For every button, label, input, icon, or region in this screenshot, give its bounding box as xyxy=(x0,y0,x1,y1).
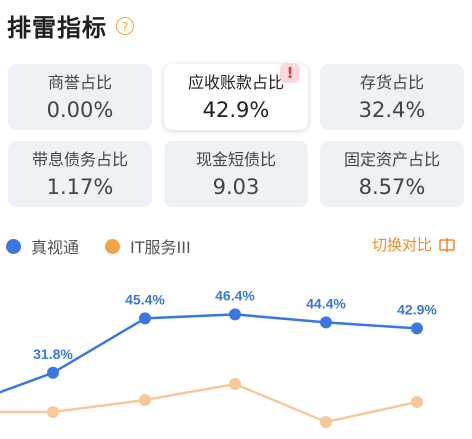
card-cash-shortdebt-ratio[interactable]: 现金短债比 9.03 xyxy=(164,141,308,207)
company-data-point[interactable] xyxy=(320,316,332,329)
card-label: 现金短债比 xyxy=(195,150,276,169)
data-label: 45.4% xyxy=(125,291,165,307)
data-label: 42.9% xyxy=(397,301,437,317)
question-circle-icon[interactable]: ? xyxy=(116,16,134,35)
card-value: 1.17% xyxy=(46,175,114,199)
switch-compare-button[interactable]: 切换对比 xyxy=(372,234,456,255)
legend-label: 真视通 xyxy=(31,238,80,257)
company-data-point[interactable] xyxy=(47,366,59,379)
card-value: 32.4% xyxy=(358,98,426,122)
company-data-point[interactable] xyxy=(229,308,241,321)
swap-icon xyxy=(439,237,455,252)
data-label: 44.4% xyxy=(306,295,346,311)
industry-data-point[interactable] xyxy=(411,396,423,408)
card-label: 存货占比 xyxy=(359,73,424,92)
exclamation-icon: ! xyxy=(280,63,300,83)
card-value: 8.57% xyxy=(358,175,426,199)
legend-dot xyxy=(105,238,121,254)
card-label: 带息债务占比 xyxy=(31,150,128,169)
data-label: 31.8% xyxy=(33,346,73,362)
card-inventory-ratio[interactable]: 存货占比 32.4% xyxy=(320,64,464,130)
card-value: 0.00% xyxy=(46,98,114,122)
legend-dot xyxy=(6,238,21,254)
card-receivables-ratio[interactable]: ! 应收账款占比 42.9% xyxy=(164,63,308,130)
switch-label: 切换对比 xyxy=(371,236,432,254)
card-goodwill-ratio[interactable]: 商誉占比 0.00% xyxy=(8,64,152,130)
industry-data-point[interactable] xyxy=(320,416,332,428)
card-label: 应收账款占比 xyxy=(187,73,284,92)
card-label: 商誉占比 xyxy=(47,73,112,92)
line-chart: 31.8% 45.4% 46.4% 44.4% 42.9% xyxy=(0,287,437,428)
card-value: 9.03 xyxy=(212,175,260,199)
industry-data-point[interactable] xyxy=(229,378,241,390)
title-row: 排雷指标 ? xyxy=(7,8,134,43)
card-fixed-asset-ratio[interactable]: 固定资产占比 8.57% xyxy=(320,141,464,207)
industry-series-line xyxy=(0,382,418,424)
data-label: 46.4% xyxy=(215,287,255,303)
page-title: 排雷指标 xyxy=(7,14,107,42)
legend-item-industry[interactable]: IT服务III xyxy=(105,234,191,258)
industry-data-point[interactable] xyxy=(139,394,151,406)
card-value: 42.9% xyxy=(202,98,270,122)
company-data-point[interactable] xyxy=(139,312,151,325)
industry-data-point[interactable] xyxy=(47,406,59,418)
legend-item-company[interactable]: 真视通 xyxy=(6,234,79,258)
chart-legend: 真视通 IT服务III xyxy=(6,234,191,258)
card-label: 固定资产占比 xyxy=(343,150,440,169)
card-interest-debt-ratio[interactable]: 带息债务占比 1.17% xyxy=(8,141,152,207)
company-series-line xyxy=(0,313,418,394)
legend-label: IT服务III xyxy=(130,238,191,257)
company-data-point[interactable] xyxy=(411,322,423,335)
